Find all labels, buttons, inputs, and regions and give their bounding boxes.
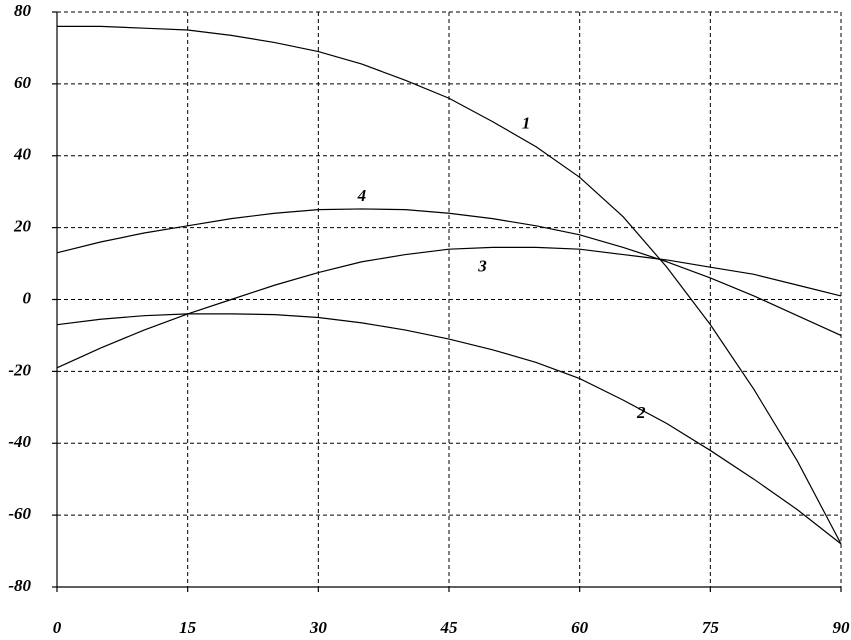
x-tick-label: 0 xyxy=(53,618,62,637)
x-tick-label: 45 xyxy=(440,618,459,637)
x-tick-label: 30 xyxy=(309,618,328,637)
curve-label: 3 xyxy=(477,256,487,275)
x-tick-label: 75 xyxy=(702,618,720,637)
y-tick-label: 60 xyxy=(14,73,32,92)
y-tick-label: 20 xyxy=(13,217,32,236)
line-series xyxy=(56,208,842,336)
line-series xyxy=(56,246,842,369)
y-tick-label: 0 xyxy=(23,288,32,307)
curve-label: 4 xyxy=(357,186,367,205)
curve-label: 2 xyxy=(636,403,646,422)
y-tick-label: -60 xyxy=(8,504,31,523)
x-tick-label: 15 xyxy=(179,618,197,637)
x-tick-label: 90 xyxy=(833,618,851,637)
line-series xyxy=(57,25,842,545)
y-tick-label: 40 xyxy=(13,145,32,164)
y-tick-label: 80 xyxy=(14,1,32,20)
y-tick-label: -80 xyxy=(8,576,31,595)
curve-label: 1 xyxy=(522,114,531,133)
y-tick-label: -20 xyxy=(8,360,31,379)
y-tick-label: -40 xyxy=(8,432,31,451)
x-tick-label: 60 xyxy=(571,618,589,637)
